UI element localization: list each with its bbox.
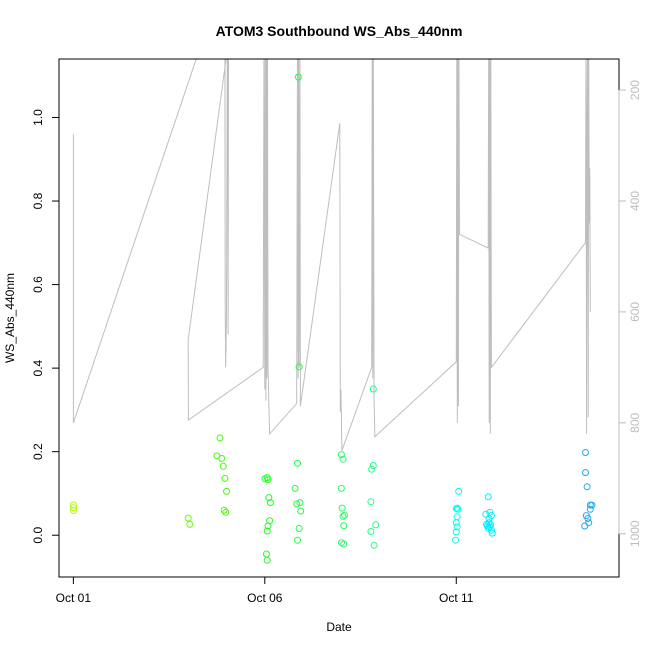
data-point: [340, 522, 348, 530]
y-axis: 0.0 0.2 0.4 0.6 0.8 1.0: [31, 109, 60, 544]
data-point: [338, 504, 346, 512]
data-point: [296, 499, 304, 507]
data-point: [368, 465, 376, 473]
right-y-axis: 200 400 600 800 1000: [618, 80, 642, 547]
x-axis-label: Date: [326, 620, 352, 634]
data-point: [582, 469, 589, 477]
x-tick-label: Oct 01: [56, 591, 92, 605]
data-point: [455, 487, 463, 495]
data-point: [583, 483, 591, 491]
data-point: [586, 505, 594, 513]
y-tick-label: 0.2: [31, 443, 45, 460]
data-point: [453, 504, 461, 512]
data-point: [454, 505, 462, 513]
data-point: [452, 519, 460, 527]
altitude-profile: [72, 59, 591, 451]
y-tick-label: 0.4: [31, 359, 45, 376]
data-point: [488, 529, 496, 537]
data-point: [293, 500, 301, 508]
x-tick-label: Oct 11: [439, 591, 474, 605]
y2-tick-label: 400: [628, 191, 642, 211]
data-point: [216, 434, 224, 442]
data-point: [294, 459, 301, 467]
x-axis: Oct 01 Oct 06 Oct 11: [56, 576, 474, 605]
y2-tick-label: 200: [628, 80, 642, 100]
data-point: [337, 484, 345, 492]
data-point: [223, 487, 230, 495]
data-point: [265, 494, 273, 502]
data-point: [295, 525, 303, 532]
y-tick-label: 0.8: [31, 192, 45, 209]
data-point: [70, 504, 77, 512]
plot-frame: [58, 58, 620, 578]
data-point: [585, 519, 593, 527]
profile-line: [72, 59, 591, 451]
chart-title: ATOM3 Southbound WS_Abs_440nm: [216, 23, 463, 39]
data-point: [294, 536, 301, 544]
data-point: [487, 521, 495, 529]
data-point: [341, 511, 349, 519]
data-point: [263, 556, 271, 564]
data-point: [453, 513, 461, 521]
data-point: [262, 550, 270, 558]
data-point: [263, 527, 271, 535]
data-point: [372, 521, 380, 529]
data-point: [485, 519, 493, 527]
data-point: [367, 498, 375, 506]
y2-tick-label: 600: [628, 302, 642, 322]
y-tick-label: 1.0: [31, 109, 45, 126]
data-point: [487, 526, 495, 534]
data-point: [369, 385, 377, 393]
x-tick-label: Oct 06: [247, 591, 283, 605]
data-point: [584, 515, 592, 522]
data-point: [452, 536, 459, 544]
data-point: [291, 484, 299, 492]
data-point: [222, 508, 230, 516]
y-tick-label: 0.6: [31, 276, 45, 293]
data-point: [219, 462, 227, 470]
data-point: [295, 363, 303, 371]
data-point: [453, 523, 461, 531]
y-axis-label: WS_Abs_440nm: [3, 273, 17, 363]
y2-tick-label: 1000: [628, 520, 642, 547]
data-point: [581, 522, 589, 530]
data-points: [69, 73, 596, 564]
data-point: [340, 540, 348, 548]
data-point: [485, 515, 493, 522]
data-point: [70, 507, 78, 515]
data-point: [264, 522, 272, 530]
data-point: [588, 501, 596, 509]
data-point: [339, 455, 347, 463]
data-point: [337, 451, 345, 459]
data-point: [186, 520, 194, 528]
data-point: [264, 476, 272, 484]
data-point: [294, 73, 302, 81]
data-point: [484, 493, 492, 501]
data-point: [367, 528, 375, 535]
data-point: [297, 507, 305, 515]
data-point: [370, 541, 378, 549]
data-point: [220, 506, 228, 514]
data-point: [369, 462, 377, 469]
y-tick-label: 0.0: [31, 527, 45, 544]
data-point: [452, 528, 460, 536]
data-point: [582, 449, 589, 456]
data-point: [221, 474, 229, 482]
data-point: [266, 499, 274, 507]
data-point: [339, 512, 347, 520]
data-point: [218, 454, 226, 462]
data-point: [184, 514, 192, 522]
y2-tick-label: 800: [628, 412, 642, 432]
